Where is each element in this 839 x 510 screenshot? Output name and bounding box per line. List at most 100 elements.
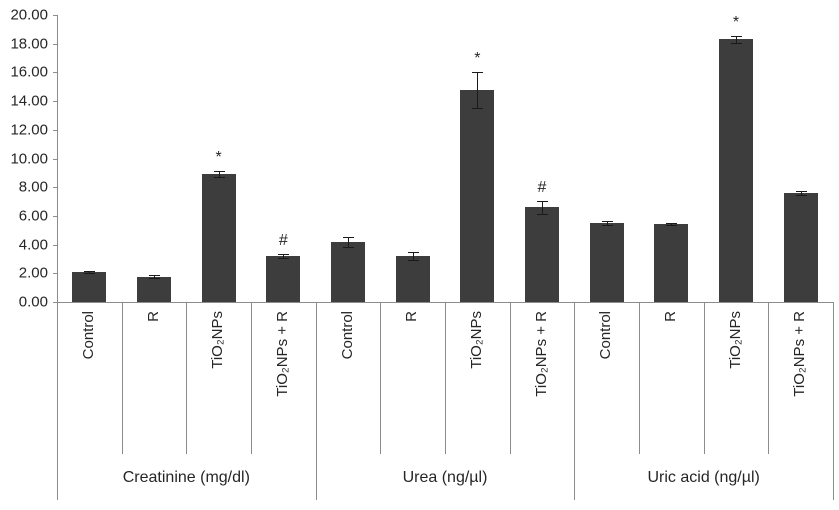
y-tick-label: 8.00: [18, 178, 48, 196]
bar: [201, 174, 236, 302]
error-bar-line: [736, 35, 737, 43]
error-bar-line: [218, 171, 220, 178]
y-axis-tick: [53, 72, 57, 74]
error-bar-line: [348, 236, 349, 247]
category-separator-line: [121, 302, 123, 454]
category-separator-line: [639, 302, 640, 454]
error-bar-cap-bottom: [731, 42, 742, 44]
group-separator-line: [574, 302, 576, 500]
y-axis-tick: [53, 273, 57, 275]
group-separator-line: [833, 302, 834, 500]
y-tick-label: 2.00: [18, 264, 48, 282]
bar: [72, 271, 107, 302]
y-tick-label: 12.00: [10, 121, 48, 139]
category-separator-line: [703, 302, 705, 454]
error-bar-line: [89, 270, 91, 273]
y-tick-label: 10.00: [10, 150, 48, 167]
y-axis-tick: [53, 101, 57, 103]
group-label: Uric acid (ng/µl): [647, 469, 760, 486]
y-axis-tick: [53, 43, 57, 45]
significance-annotation: *: [215, 149, 222, 167]
category-cell: Control: [574, 302, 639, 454]
category-label: Control: [338, 311, 356, 360]
error-bar-cap-bottom: [601, 224, 613, 226]
error-bar-cap-bottom: [537, 213, 548, 215]
error-bar-cap-bottom: [213, 177, 225, 179]
category-cell: R: [122, 302, 187, 454]
error-bar-cap-top: [731, 35, 742, 37]
category-cell: Control: [57, 302, 122, 454]
significance-annotation: #: [537, 178, 547, 196]
group-label: Urea (ng/µl): [402, 469, 488, 486]
category-cell: TiO₂NPs: [445, 302, 510, 454]
y-axis-tick: [53, 187, 57, 189]
y-tick-label: 18.00: [10, 35, 48, 53]
category-cell: TiO₂NPs + R: [510, 302, 575, 454]
category-label: Control: [80, 311, 98, 360]
error-bar-cap-top: [666, 222, 678, 224]
error-bar-cap-bottom: [407, 260, 419, 262]
error-bar-cap-top: [149, 275, 160, 277]
error-bar-cap-bottom: [343, 246, 354, 248]
y-tick-label: 20.00: [10, 6, 48, 24]
group-separator-line: [57, 302, 58, 500]
bar: [266, 256, 301, 302]
category-label: R: [144, 311, 162, 322]
y-axis-line: [57, 15, 58, 302]
category-cell: TiO₂NPs: [704, 302, 769, 454]
y-axis-tick: [53, 302, 57, 303]
error-bar-cap-top: [213, 171, 225, 173]
category-label: R: [662, 311, 680, 322]
category-separator-line: [768, 302, 770, 454]
bar: [460, 89, 495, 302]
category-label: R: [403, 311, 421, 322]
category-label: TiO₂NPs + R: [274, 311, 292, 397]
category-label: TiO₂NPs + R: [532, 311, 550, 397]
error-bar-cap-top: [472, 71, 484, 73]
bar: [137, 276, 171, 302]
error-bar-line: [671, 222, 673, 225]
error-bar-cap-bottom: [278, 257, 290, 259]
category-label: Control: [597, 311, 615, 360]
error-bar-cap-bottom: [472, 107, 484, 109]
category-label: TiO₂NPs: [726, 311, 744, 369]
error-bar-line: [412, 251, 414, 261]
bar: [589, 223, 624, 302]
y-axis-tick: [53, 15, 57, 16]
category-cell: Control: [316, 302, 381, 454]
category-separator-line: [186, 302, 188, 454]
error-bar-cap-bottom: [795, 195, 807, 197]
category-cell: R: [639, 302, 704, 454]
bar: [654, 223, 689, 302]
error-bar-cap-top: [601, 221, 613, 223]
bar: [395, 256, 430, 302]
error-bar-cap-top: [795, 190, 807, 192]
significance-annotation: *: [474, 49, 481, 67]
bar: [783, 192, 818, 302]
category-cell: TiO₂NPs: [186, 302, 251, 454]
error-bar-cap-top: [407, 251, 419, 253]
group-label: Creatinine (mg/dl): [122, 469, 250, 486]
bar: [719, 39, 753, 302]
error-bar-line: [606, 221, 608, 225]
error-bar-cap-top: [278, 254, 290, 256]
category-label: TiO₂NPs: [209, 311, 227, 369]
y-tick-label: 6.00: [18, 207, 48, 225]
category-label: TiO₂NPs: [468, 311, 486, 369]
y-axis-tick: [53, 244, 57, 246]
category-label: TiO₂NPs + R: [791, 311, 809, 397]
significance-annotation: *: [732, 13, 740, 31]
y-tick-label: 0.00: [18, 293, 48, 311]
y-tick-label: 14.00: [10, 92, 48, 110]
y-axis-tick: [53, 158, 57, 160]
error-bar-line: [800, 190, 802, 196]
error-bar-cap-top: [84, 270, 96, 272]
error-bar-cap-bottom: [149, 278, 160, 280]
error-bar-cap-top: [537, 200, 548, 202]
y-axis-tick: [53, 215, 57, 217]
category-cell: TiO₂NPs + R: [768, 302, 833, 454]
category-separator-line: [380, 302, 382, 454]
y-tick-label: 4.00: [18, 236, 48, 254]
error-bar-cap-bottom: [666, 224, 678, 226]
